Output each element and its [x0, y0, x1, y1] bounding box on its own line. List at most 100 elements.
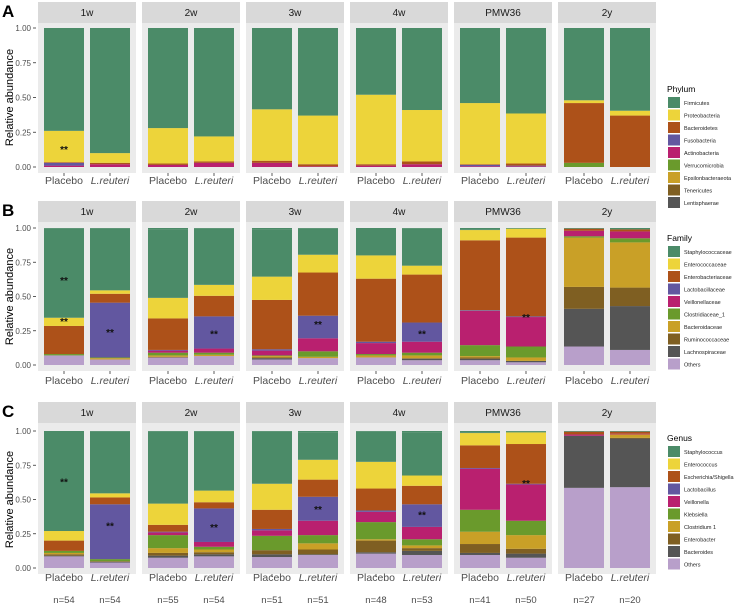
bar-segment-enterobacter	[148, 552, 188, 556]
bar-segment-others	[148, 357, 188, 365]
legend-item-label: Lactobacillaceae	[684, 288, 725, 294]
bar-segment-proteobacteria	[252, 109, 292, 161]
bar-segment-enterobacteriaceae	[90, 293, 130, 303]
bar-segment-ruminococcaceae	[402, 358, 442, 359]
facet-strip	[454, 2, 552, 23]
y-tick-label: 0.00	[15, 564, 31, 573]
facet-label: 2w	[185, 207, 199, 218]
legend-phylum: Phylum Firmicutes Proteobacteria Bacteroide…	[667, 84, 732, 208]
y-tick-label: 0.50	[15, 293, 31, 302]
legend-item-label: Bacteroidetes	[684, 126, 718, 132]
bar-segment-lachnospiraceae	[252, 358, 292, 360]
facet-strip	[558, 402, 656, 423]
y-tick-label: 0.00	[15, 163, 31, 172]
bar-segment-remainder	[90, 431, 130, 432]
x-tick-label: Placebo	[565, 572, 603, 584]
bar-segment-staphylococcaceae	[298, 228, 338, 255]
bar-segment-staphylococcaceae	[90, 228, 130, 291]
facet-label: PMW36	[485, 8, 521, 19]
bar-segment-veillonellaceae	[610, 231, 650, 239]
bar-segment-klebsiella	[148, 535, 188, 549]
legend-swatch	[668, 346, 680, 357]
x-tick-label: Placebo	[357, 572, 395, 584]
facet-label: 2y	[602, 8, 613, 19]
x-tick-label: L.reuteri	[403, 375, 442, 387]
bar-segment-ruminococcaceae	[148, 356, 188, 358]
bar-segment-lachnospiraceae	[564, 308, 604, 347]
x-tick-label: Placebo	[461, 175, 499, 187]
bar-segment-enterobacteriaceae	[252, 299, 292, 350]
facet-strip	[454, 402, 552, 423]
bar-segment-staphylococcaceae	[506, 228, 546, 229]
x-tick-label: Placebo	[253, 572, 291, 584]
bar-segment-klebsiella	[506, 520, 546, 536]
legend-item-label: Tenericutes	[684, 189, 712, 195]
x-tick-label: L.reuteri	[91, 175, 130, 187]
facet-strip	[246, 402, 344, 423]
bar-segment-proteobacteria	[564, 100, 604, 104]
bar-segment-fusobacteria	[460, 164, 500, 167]
bar-segment-enterobacteriaceae	[148, 318, 188, 350]
bar-segment-escherichia-shigella	[460, 445, 500, 468]
legend-item-label: Others	[684, 363, 701, 369]
bar-segment-enterobacter	[402, 548, 442, 551]
bar-segment-proteobacteria	[460, 103, 500, 165]
bar-segment-bacteroides	[298, 554, 338, 555]
bar-segment-proteobacteria	[90, 153, 130, 163]
bar-segment-bacteroides	[148, 555, 188, 558]
bar-segment-lactobacillus	[298, 496, 338, 521]
legend-swatch	[668, 197, 680, 208]
bar-segment-others	[298, 358, 338, 365]
legend-swatch	[668, 321, 680, 332]
x-tick-label: L.reuteri	[299, 572, 338, 584]
bar-segment-enterobacter	[194, 552, 234, 555]
bar-segment-lactobacillaceae	[252, 349, 292, 351]
bar-segment-ruminococcaceae	[610, 287, 650, 307]
bar-segment-enterobacteriaceae	[356, 278, 396, 342]
bar-segment-clostridiaceae-1	[610, 238, 650, 243]
bar-segment-clostridium-1	[402, 545, 442, 549]
legend-swatch	[668, 134, 680, 146]
bar-segment-clostridiaceae-1	[564, 236, 604, 238]
facet-label: 3w	[289, 207, 303, 218]
bar-segment-enterococcaceae	[356, 255, 396, 279]
bar-segment-bacteroidetes	[564, 103, 604, 163]
facet-label: 1w	[81, 207, 95, 218]
significance-marker: **	[314, 505, 322, 516]
significance-marker: **	[60, 276, 68, 287]
bar-segment-others	[148, 557, 188, 568]
x-tick-label: L.reuteri	[195, 375, 234, 387]
bar-segment-remainder	[460, 228, 500, 230]
x-tick-label: L.reuteri	[91, 375, 130, 387]
y-tick-label: 0.75	[15, 258, 31, 267]
bar-segment-others	[90, 359, 130, 365]
significance-marker: **	[60, 145, 68, 156]
bar-segment-bacteroides	[194, 554, 234, 557]
bar-segment-escherichia-shigella	[44, 540, 84, 551]
bar-segment-others	[356, 553, 396, 568]
bar-segment-remainder	[90, 228, 130, 229]
bar-segment-clostridium-1	[298, 543, 338, 550]
bar-segment-veillonellaceae	[460, 310, 500, 346]
significance-marker: **	[106, 328, 114, 339]
legend-genus: Genus Staphylococcus Enterococcus Escherich…	[667, 433, 734, 570]
bar-segment-bacteroides	[44, 555, 84, 557]
x-tick-label: L.reuteri	[299, 375, 338, 387]
legend-swatch	[668, 296, 680, 307]
bar-segment-bacteroidetes	[148, 163, 188, 165]
bar-segment-staphylococcus	[44, 431, 84, 532]
bar-segment-bacteroidetes	[298, 164, 338, 167]
bar-segment-others	[194, 356, 234, 365]
bar-segment-lachnospiraceae	[610, 306, 650, 350]
bar-segment-others	[356, 357, 396, 365]
legend-item-label: Veillonellaceae	[684, 300, 721, 306]
bar-segment-bacteroidaceae	[564, 237, 604, 287]
legend-swatch	[668, 109, 680, 121]
bar-segment-bacteroides	[564, 435, 604, 488]
bar-segment-actinobacteria	[298, 166, 338, 167]
bar-segment-enterobacter	[90, 561, 130, 562]
x-tick-label: L.reuteri	[507, 572, 546, 584]
bar-segment-others	[460, 554, 500, 568]
facet-strip	[454, 201, 552, 222]
bar-segment-bacteroidetes	[460, 164, 500, 165]
